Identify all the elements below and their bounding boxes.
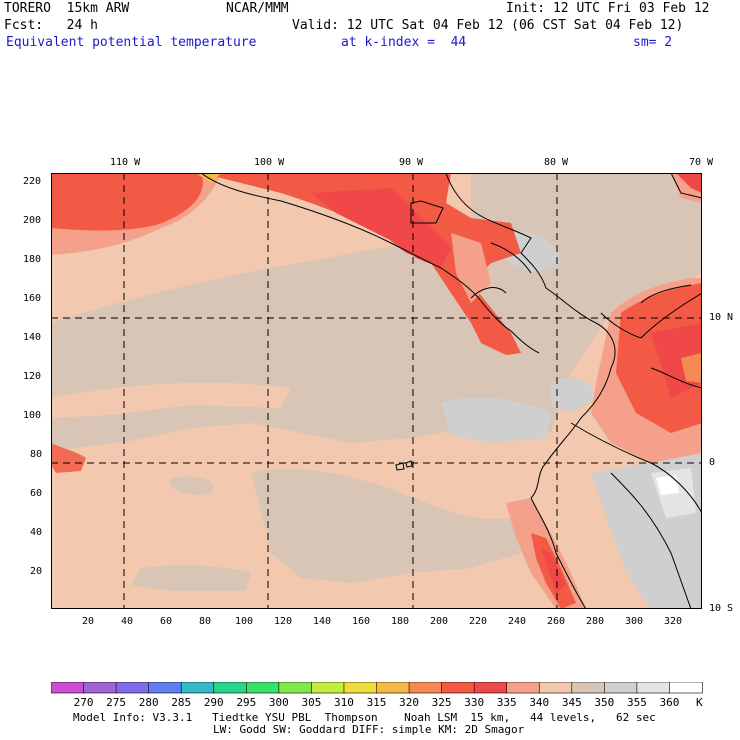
x-tick-120: 120 xyxy=(274,616,293,627)
y-tick-120: 120 xyxy=(23,371,42,382)
coastline-mexico xyxy=(200,173,442,269)
x-tick-220: 220 xyxy=(469,616,488,627)
colorbar-label: 295 xyxy=(236,696,256,709)
colorbar-label: 270 xyxy=(74,696,94,709)
theta-e-map xyxy=(51,173,702,609)
init-time: Init: 12 UTC Fri 03 Feb 12 xyxy=(506,1,710,16)
field-warm-central-america xyxy=(201,173,521,355)
x-tick-200: 200 xyxy=(430,616,449,627)
x-tick-80: 80 xyxy=(199,616,212,627)
organization: NCAR/MMM xyxy=(226,1,289,16)
y-tick-20: 20 xyxy=(30,566,43,577)
colorbar-label: 290 xyxy=(204,696,224,709)
coastline-caribbean xyxy=(445,173,597,324)
x-tick-180: 180 xyxy=(391,616,410,627)
x-tick-260: 260 xyxy=(547,616,566,627)
colorbar-swatch xyxy=(473,682,508,694)
y-tick-80: 80 xyxy=(30,449,43,460)
model-name: TORERO 15km ARW xyxy=(4,1,130,16)
forecast-hour: Fcst: 24 h xyxy=(4,18,98,33)
colorbar-label: 285 xyxy=(171,696,191,709)
lon-label-80w: 80 W xyxy=(544,157,569,168)
colorbar-label: 305 xyxy=(301,696,321,709)
colorbar: 270 275 280 285 290 295 300 305 310 315 320 325 330 3… xyxy=(51,682,703,709)
colorbar-label: 300 xyxy=(269,696,289,709)
colorbar-swatch xyxy=(213,682,248,694)
colorbar-swatch xyxy=(115,682,150,694)
x-tick-320: 320 xyxy=(664,616,683,627)
colorbar-label: 360 xyxy=(660,696,680,709)
colorbar-swatch xyxy=(83,682,117,694)
y-tick-140: 140 xyxy=(23,332,42,343)
x-tick-160: 160 xyxy=(352,616,371,627)
colorbar-label: 280 xyxy=(139,696,159,709)
colorbar-label: 325 xyxy=(432,696,452,709)
colorbar-swatch xyxy=(278,682,313,694)
coastline-central-america xyxy=(440,267,540,354)
colorbar-label: 275 xyxy=(106,696,126,709)
colorbar-swatch xyxy=(376,682,410,694)
colorbar-swatch xyxy=(571,682,606,694)
colorbar-label: 310 xyxy=(334,696,354,709)
coastline-colombia xyxy=(530,322,616,499)
x-tick-100: 100 xyxy=(235,616,254,627)
colorbar-label: 335 xyxy=(497,696,517,709)
x-tick-60: 60 xyxy=(160,616,173,627)
x-tick-140: 140 xyxy=(313,616,332,627)
lon-label-70w: 70 W xyxy=(689,157,714,168)
lat-label-10n: 10 N xyxy=(709,312,734,323)
x-tick-40: 40 xyxy=(121,616,134,627)
colorbar-label: 315 xyxy=(367,696,387,709)
y-tick-200: 200 xyxy=(23,215,42,226)
colorbar-swatch xyxy=(538,682,573,694)
lat-label-10s: 10 S xyxy=(709,603,734,614)
lon-label-90w: 90 W xyxy=(399,157,424,168)
border-sa-interior xyxy=(570,422,702,514)
colorbar-swatch xyxy=(51,682,85,694)
colorbar-swatch xyxy=(604,682,638,694)
colorbar-unit: K xyxy=(696,696,703,709)
y-tick-180: 180 xyxy=(23,254,42,265)
x-tick-300: 300 xyxy=(625,616,644,627)
colorbar-swatch xyxy=(441,682,475,694)
colorbar-swatch xyxy=(636,682,671,694)
colorbar-swatch xyxy=(246,682,280,694)
model-info: Model Info: V3.3.1 Tiedtke YSU PBL Thomp… xyxy=(73,711,656,724)
y-tick-220: 220 xyxy=(23,176,42,187)
colorbar-label: 345 xyxy=(562,696,582,709)
colorbar-swatch xyxy=(408,682,443,694)
smoothing-info: sm= 2 xyxy=(633,35,673,50)
physics-info: LW: Godd SW: Goddard DIFF: simple KM: 2D… xyxy=(213,723,525,736)
colorbar-swatch xyxy=(506,682,541,694)
colorbar-swatch xyxy=(148,682,183,694)
colorbar-label: 350 xyxy=(594,696,614,709)
lat-label-0: 0 xyxy=(709,457,716,468)
colorbar-label: 330 xyxy=(464,696,484,709)
x-tick-240: 240 xyxy=(508,616,527,627)
colorbar-swatch xyxy=(311,682,345,694)
colorbar-swatch xyxy=(180,682,215,694)
colorbar-swatch xyxy=(343,682,378,694)
lon-label-100w: 100 W xyxy=(254,157,285,168)
coastline-peru xyxy=(530,497,587,609)
valid-time: Valid: 12 UTC Sat 04 Feb 12 (06 CST Sat … xyxy=(292,18,684,33)
x-tick-280: 280 xyxy=(586,616,605,627)
y-tick-160: 160 xyxy=(23,293,42,304)
lon-label-110w: 110 W xyxy=(110,157,141,168)
colorbar-label: 320 xyxy=(399,696,419,709)
y-tick-60: 60 xyxy=(30,488,43,499)
colorbar-label: 340 xyxy=(529,696,549,709)
x-tick-20: 20 xyxy=(82,616,95,627)
y-tick-100: 100 xyxy=(23,410,42,421)
y-tick-40: 40 xyxy=(30,527,43,538)
field-name: Equivalent potential temperature xyxy=(6,35,257,50)
colorbar-label: 355 xyxy=(627,696,647,709)
colorbar-swatch xyxy=(669,682,703,694)
level-info: at k-index = 44 xyxy=(341,35,467,50)
